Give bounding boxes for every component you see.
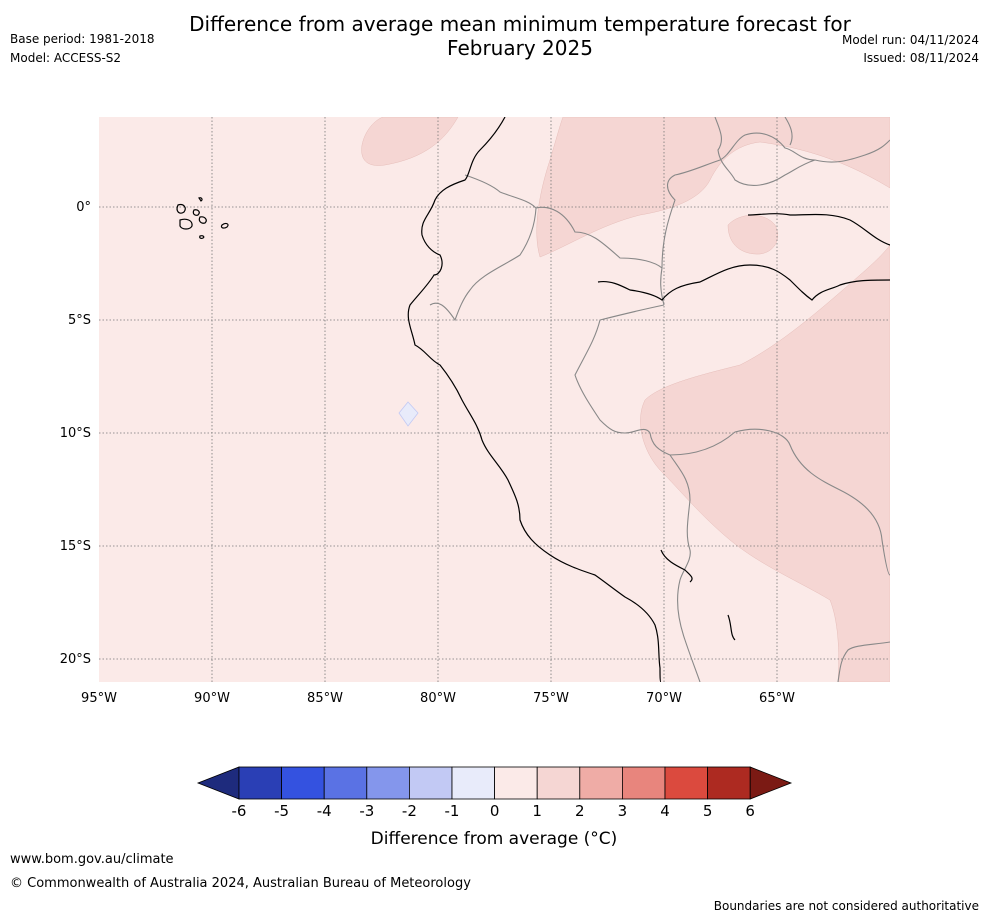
colorbar-extend-low	[196, 766, 240, 800]
lat-tick-10s: 10°S	[60, 426, 91, 441]
cb-tick-m1: -1	[445, 802, 460, 820]
colorbar-bin-3-4	[622, 766, 666, 800]
colorbar-bin-m6-m5	[238, 766, 282, 800]
cb-tick-m3: -3	[359, 802, 374, 820]
cb-tick-2: 2	[575, 802, 585, 820]
colorbar-bin-5-6	[707, 766, 751, 800]
lon-tick-95w: 95°W	[81, 691, 117, 706]
footer-disclaimer: Boundaries are not considered authoritat…	[713, 899, 979, 913]
anomaly-fill-1-2-north	[361, 117, 459, 166]
base-period-label: Base period: 1981-2018	[10, 32, 155, 46]
galapagos-islands	[176, 197, 229, 239]
colorbar	[196, 766, 793, 800]
footer-copyright: © Commonwealth of Australia 2024, Austra…	[10, 876, 471, 891]
footer-url: www.bom.gov.au/climate	[10, 852, 174, 867]
lat-tick-15s: 15°S	[60, 539, 91, 554]
cb-tick-m6: -6	[232, 802, 247, 820]
colorbar-bin-m2-m1	[408, 766, 453, 800]
cb-tick-3: 3	[618, 802, 628, 820]
gridlines	[99, 117, 890, 682]
lat-tick-20s: 20°S	[60, 652, 91, 667]
longitude-labels: 95°W 90°W 85°W 80°W 75°W 70°W 65°W	[81, 691, 795, 706]
anomaly-fill-minus1-0	[398, 401, 419, 427]
cb-tick-4: 4	[660, 802, 670, 820]
colorbar-ticks: -6 -5 -4 -3 -2 -1 0 1 2 3 4 5 6	[232, 802, 755, 820]
latitude-labels: 0° 5°S 10°S 15°S 20°S	[60, 200, 91, 667]
lon-tick-90w: 90°W	[194, 691, 230, 706]
title-line-2: February 2025	[447, 36, 593, 60]
lat-tick-5s: 5°S	[68, 313, 91, 328]
lon-tick-65w: 65°W	[759, 691, 795, 706]
cb-tick-m4: -4	[317, 802, 332, 820]
colorbar-extend-high	[749, 766, 793, 800]
lon-tick-80w: 80°W	[420, 691, 456, 706]
cb-tick-m5: -5	[274, 802, 289, 820]
lon-tick-70w: 70°W	[646, 691, 682, 706]
coastlines	[407, 117, 890, 682]
cb-tick-1: 1	[532, 802, 542, 820]
colorbar-label: Difference from average (°C)	[370, 829, 618, 849]
colorbar-bin-m4-m3	[323, 766, 368, 800]
cb-tick-0: 0	[490, 802, 500, 820]
anomaly-fill-1-2-amazon	[536, 117, 890, 258]
cb-tick-m2: -2	[402, 802, 417, 820]
lon-tick-85w: 85°W	[307, 691, 343, 706]
country-borders	[429, 117, 890, 682]
colorbar-bin-m1-0	[451, 766, 495, 800]
colorbar-bin-2-3	[579, 766, 623, 800]
chart-title: Difference from average mean minimum tem…	[0, 12, 988, 60]
cb-tick-6: 6	[745, 802, 755, 820]
colorbar-bin-0-1	[494, 766, 538, 800]
colorbar-bin-1-2	[536, 766, 581, 800]
cb-tick-5: 5	[703, 802, 713, 820]
lon-tick-75w: 75°W	[533, 691, 569, 706]
lat-tick-0: 0°	[76, 200, 91, 215]
title-line-1: Difference from average mean minimum tem…	[189, 12, 851, 36]
anomaly-fill-1-2-south	[640, 244, 890, 682]
issued-label: Issued: 08/11/2024	[863, 51, 979, 65]
model-run-label: Model run: 04/11/2024	[841, 33, 979, 47]
colorbar-bin-m3-m2	[366, 766, 410, 800]
colorbar-bin-4-5	[664, 766, 708, 800]
colorbar-bin-m5-m4	[281, 766, 325, 800]
model-label: Model: ACCESS-S2	[10, 51, 122, 65]
